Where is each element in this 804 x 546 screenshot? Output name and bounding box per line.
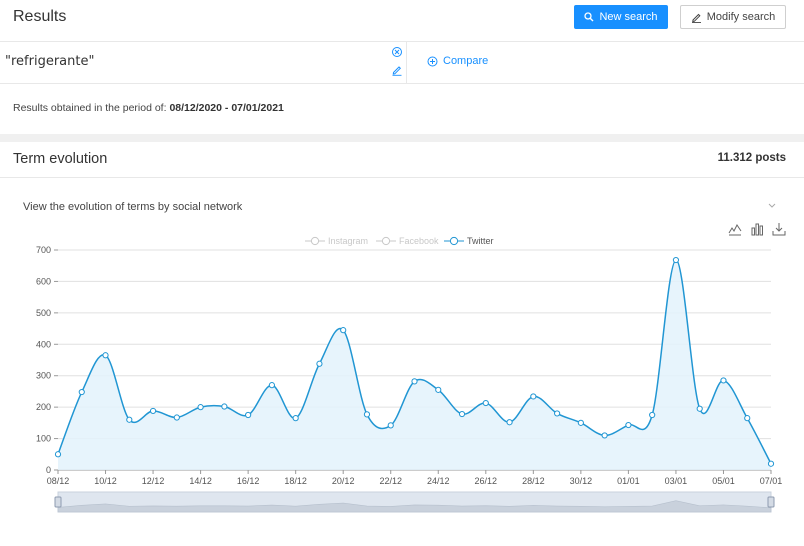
plus-circle-icon bbox=[427, 56, 438, 66]
legend-label: Facebook bbox=[399, 236, 439, 246]
legend-item-facebook[interactable]: Facebook bbox=[376, 236, 439, 246]
period-prefix: Results obtained in the period of: bbox=[13, 102, 170, 114]
posts-count: 11.312 posts bbox=[717, 152, 786, 164]
data-point bbox=[744, 415, 751, 422]
x-tick-label: 30/12 bbox=[570, 476, 593, 486]
new-search-label: New search bbox=[599, 11, 658, 23]
data-point bbox=[601, 432, 608, 439]
data-point bbox=[506, 419, 513, 426]
legend-item-instagram[interactable]: Instagram bbox=[305, 236, 368, 246]
data-point bbox=[340, 327, 347, 334]
data-point bbox=[554, 410, 561, 417]
data-point bbox=[363, 411, 371, 418]
x-tick-label: 28/12 bbox=[522, 476, 545, 486]
data-point bbox=[149, 407, 157, 415]
data-point bbox=[530, 393, 537, 400]
data-point bbox=[221, 403, 228, 410]
new-search-button[interactable]: New search bbox=[574, 5, 668, 29]
data-point bbox=[672, 256, 680, 264]
x-tick-label: 16/12 bbox=[237, 476, 260, 486]
zoom-slider-handle[interactable] bbox=[767, 496, 775, 508]
x-tick-label: 14/12 bbox=[189, 476, 212, 486]
series-area bbox=[58, 260, 771, 470]
x-tick-label: 08/12 bbox=[47, 476, 70, 486]
data-point bbox=[767, 460, 775, 467]
y-tick-label: 0 bbox=[46, 465, 51, 475]
data-point bbox=[482, 399, 489, 407]
header-bar: Results New search Modify search bbox=[0, 0, 804, 42]
data-point bbox=[316, 360, 323, 367]
search-icon bbox=[584, 12, 594, 22]
close-circle-icon[interactable] bbox=[391, 46, 403, 58]
x-tick-label: 01/01 bbox=[617, 476, 640, 486]
page-title: Results bbox=[13, 8, 67, 25]
data-point bbox=[649, 411, 656, 419]
data-point bbox=[458, 410, 466, 418]
legend-marker bbox=[376, 236, 396, 246]
edit-icon[interactable] bbox=[391, 64, 403, 76]
chart-toolbox bbox=[728, 222, 786, 236]
x-tick-label: 03/01 bbox=[665, 476, 688, 486]
section-separator bbox=[0, 134, 804, 142]
x-tick-label: 20/12 bbox=[332, 476, 355, 486]
data-point bbox=[435, 386, 442, 393]
chart-legend: Instagram Facebook Twitter bbox=[0, 236, 804, 250]
section-divider bbox=[0, 177, 804, 178]
data-point bbox=[173, 414, 180, 421]
legend-marker bbox=[444, 236, 464, 246]
x-tick-label: 12/12 bbox=[142, 476, 165, 486]
compare-button[interactable]: Compare bbox=[427, 55, 488, 67]
chevron-down-icon[interactable] bbox=[766, 199, 778, 211]
data-point bbox=[268, 382, 275, 389]
y-tick-label: 300 bbox=[36, 371, 51, 381]
data-point bbox=[720, 377, 727, 384]
x-tick-label: 05/01 bbox=[712, 476, 735, 486]
x-tick-label: 10/12 bbox=[94, 476, 117, 486]
compare-label: Compare bbox=[443, 55, 489, 67]
query-row: "refrigerante" Compare bbox=[0, 42, 804, 84]
data-point bbox=[54, 451, 62, 458]
y-tick-label: 700 bbox=[36, 245, 51, 255]
y-tick-label: 200 bbox=[36, 402, 51, 412]
data-point bbox=[102, 352, 109, 359]
legend-item-twitter[interactable]: Twitter bbox=[444, 236, 494, 246]
query-divider bbox=[406, 42, 407, 83]
period-text: Results obtained in the period of: 08/12… bbox=[13, 102, 284, 114]
modify-search-button[interactable]: Modify search bbox=[680, 5, 786, 29]
data-point bbox=[78, 388, 85, 396]
zoom-slider-handle[interactable] bbox=[54, 496, 62, 508]
x-tick-label: 22/12 bbox=[379, 476, 402, 486]
data-point bbox=[197, 404, 204, 411]
legend-marker bbox=[305, 236, 325, 246]
data-point bbox=[625, 421, 632, 429]
data-point bbox=[387, 422, 394, 429]
y-tick-label: 100 bbox=[36, 434, 51, 444]
legend-label: Instagram bbox=[328, 236, 369, 246]
chart-subtitle: View the evolution of terms by social ne… bbox=[23, 201, 243, 213]
data-point bbox=[292, 415, 299, 422]
query-text: "refrigerante" bbox=[5, 54, 95, 69]
legend-label: Twitter bbox=[467, 236, 494, 246]
period-range: 08/12/2020 - 07/01/2021 bbox=[169, 102, 284, 114]
edit-icon bbox=[691, 13, 701, 23]
y-tick-label: 400 bbox=[36, 339, 51, 349]
download-icon[interactable] bbox=[772, 222, 786, 236]
line-chart-icon[interactable] bbox=[728, 222, 742, 236]
data-point bbox=[126, 416, 133, 423]
data-point bbox=[411, 378, 418, 385]
data-point bbox=[577, 419, 584, 426]
zoom-slider-preview bbox=[57, 500, 772, 513]
data-point bbox=[245, 411, 252, 419]
y-tick-label: 600 bbox=[36, 276, 51, 286]
section-title: Term evolution bbox=[13, 151, 108, 167]
y-tick-label: 500 bbox=[36, 308, 51, 318]
bar-chart-icon[interactable] bbox=[750, 222, 764, 236]
x-tick-label: 24/12 bbox=[427, 476, 450, 486]
x-tick-label: 26/12 bbox=[475, 476, 498, 486]
data-point bbox=[696, 405, 703, 412]
x-tick-label: 18/12 bbox=[284, 476, 307, 486]
modify-search-label: Modify search bbox=[706, 11, 776, 23]
x-tick-label: 07/01 bbox=[760, 476, 783, 486]
